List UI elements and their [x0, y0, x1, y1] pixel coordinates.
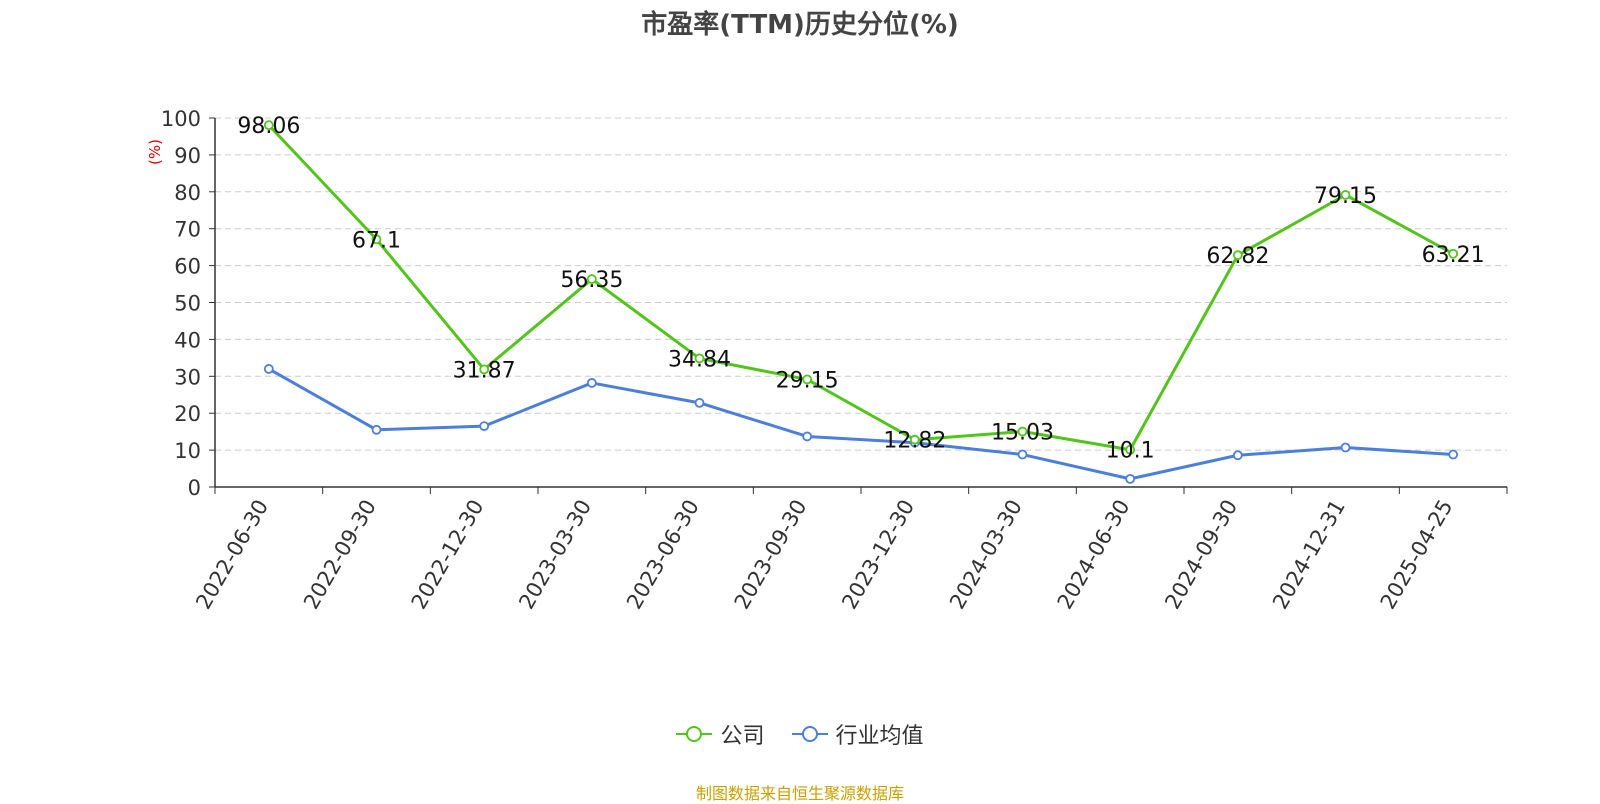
x-tick-label: 2023-12-30 — [837, 495, 919, 613]
chart-title: 市盈率(TTM)历史分位(%) — [641, 10, 959, 40]
data-label-company: 29.15 — [776, 368, 839, 393]
y-axis-unit-label: (%) — [146, 139, 164, 165]
data-point-company — [1448, 248, 1459, 259]
data-point-company — [909, 434, 920, 445]
data-point-company — [802, 374, 813, 385]
x-tick-label: 2022-06-30 — [191, 496, 273, 614]
legend-item-company[interactable]: 公司 — [676, 718, 765, 750]
x-tick-label: 2024-06-30 — [1053, 496, 1135, 614]
data-label-company: 79.15 — [1314, 184, 1377, 209]
y-tick-label: 10 — [174, 439, 201, 463]
data-point-industry — [479, 421, 490, 432]
data-point-industry — [1125, 473, 1136, 484]
y-tick-label: 90 — [174, 144, 201, 168]
data-point-company — [1125, 444, 1136, 455]
y-tick-label: 20 — [174, 402, 201, 426]
data-label-company: 63.21 — [1422, 243, 1485, 268]
data-label-company: 98.06 — [237, 114, 300, 139]
legend-industry-swatch-icon — [791, 726, 828, 742]
legend-company-label: 公司 — [720, 724, 765, 749]
data-label-company: 67.1 — [352, 228, 401, 253]
source-note: 制图数据来自恒生聚源数据库 — [695, 784, 904, 803]
x-tick-label: 2025-04-25 — [1376, 496, 1458, 614]
legend-item-industry[interactable]: 行业均值 — [791, 718, 924, 750]
legend: 公司 行业均值 — [0, 718, 1600, 750]
y-tick-label: 100 — [161, 107, 201, 131]
data-label-company: 31.87 — [453, 358, 516, 383]
y-tick-label: 60 — [174, 255, 201, 279]
data-point-company — [694, 353, 705, 364]
data-point-company — [263, 120, 274, 131]
y-tick-label: 80 — [174, 181, 201, 205]
data-point-industry — [802, 431, 813, 442]
data-point-industry — [1340, 442, 1351, 453]
y-tick-label: 50 — [174, 292, 201, 316]
data-point-industry — [1017, 449, 1028, 460]
legend-industry-label: 行业均值 — [835, 724, 924, 749]
data-point-industry — [371, 424, 382, 435]
series-line-company — [267, 124, 1454, 452]
data-label-company: 15.03 — [991, 421, 1054, 446]
x-tick-label: 2024-09-30 — [1160, 496, 1242, 614]
data-point-industry — [586, 378, 597, 388]
x-tick-label: 2022-09-30 — [299, 496, 381, 614]
y-tick-label: 30 — [174, 365, 201, 389]
x-tick-label: 2023-03-30 — [514, 496, 596, 614]
data-label-company: 12.82 — [883, 429, 946, 454]
data-point-company — [1232, 250, 1243, 261]
data-label-company: 34.84 — [668, 347, 731, 372]
data-point-company — [586, 274, 597, 284]
data-point-company — [479, 364, 490, 375]
x-tick-label: 2024-12-31 — [1268, 496, 1350, 614]
data-point-company — [1340, 190, 1351, 200]
legend-company-swatch-icon — [676, 726, 713, 742]
data-point-industry — [694, 397, 705, 408]
data-point-industry — [1232, 450, 1243, 461]
data-label-company: 56.35 — [560, 268, 623, 293]
data-label-company: 10.1 — [1106, 439, 1155, 464]
y-tick-label: 40 — [174, 328, 201, 352]
y-tick-label: 0 — [188, 476, 201, 500]
data-label-company: 62.82 — [1206, 244, 1269, 269]
series-line-industry — [268, 367, 1454, 481]
x-tick-label: 2024-03-30 — [945, 496, 1027, 614]
data-point-company — [1017, 426, 1028, 437]
data-point-company — [371, 234, 382, 245]
y-tick-label: 70 — [174, 218, 201, 242]
data-point-industry — [263, 364, 274, 374]
x-tick-label: 2023-09-30 — [730, 496, 812, 614]
x-tick-label: 2022-12-30 — [407, 495, 489, 613]
x-tick-label: 2023-06-30 — [622, 496, 704, 614]
data-point-industry — [1448, 449, 1459, 460]
